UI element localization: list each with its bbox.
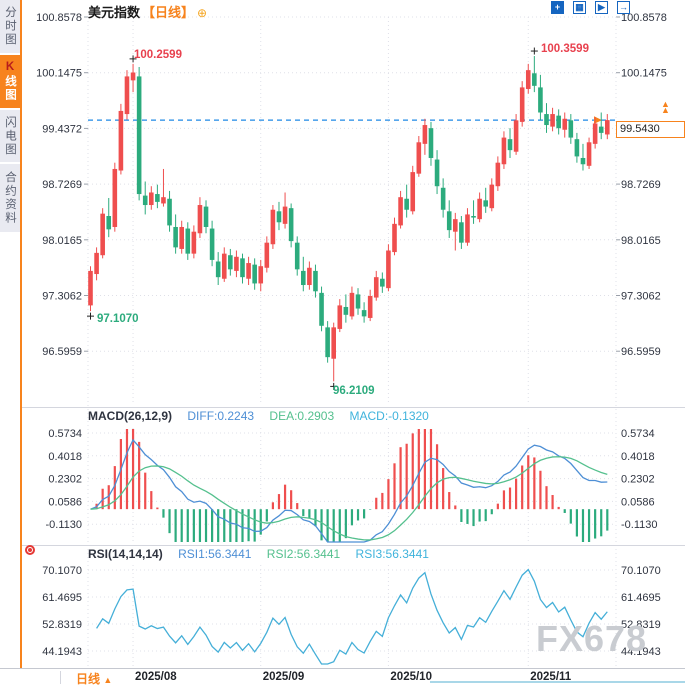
macd-macd-value: MACD:-0.1320 — [349, 409, 429, 423]
svg-text:97.3062: 97.3062 — [621, 291, 661, 303]
draw-icon[interactable]: ▶ — [595, 1, 608, 14]
popout-icon[interactable]: → — [617, 1, 630, 14]
svg-text:0.5734: 0.5734 — [48, 428, 82, 440]
svg-text:98.0165: 98.0165 — [42, 235, 82, 247]
macd-name: MACD(26,12,9) — [88, 409, 173, 423]
svg-text:70.1070: 70.1070 — [621, 565, 661, 577]
svg-text:100.1475: 100.1475 — [621, 68, 667, 80]
divider — [60, 671, 61, 684]
timeframe-label: 【日线】 — [142, 5, 195, 20]
watermark: FX678 — [536, 618, 648, 659]
svg-text:100.1475: 100.1475 — [36, 68, 82, 80]
rsi3-value: RSI3:56.3441 — [355, 547, 429, 561]
sidebar-item-label: K线图 — [4, 60, 16, 102]
svg-text:0.2302: 0.2302 — [621, 474, 655, 486]
svg-text:0.2302: 0.2302 — [48, 474, 82, 486]
macd-dea-value: DEA:0.2903 — [269, 409, 335, 423]
x-axis-label: 2025/09 — [262, 671, 305, 683]
sidebar-item-label: 合约资料 — [4, 171, 16, 225]
x-axis-label: 2025/08 — [135, 671, 177, 683]
timeframe-selector[interactable]: 日线 ▲ — [76, 672, 113, 685]
svg-text:-0.1130: -0.1130 — [621, 519, 658, 531]
x-axis-label: 2025/11 — [530, 671, 572, 683]
rsi-name: RSI(14,14,14) — [88, 547, 163, 561]
panel-divider — [22, 407, 685, 408]
sidebar-item-contract-info[interactable]: 合约资料 — [0, 164, 20, 232]
add-indicator-icon[interactable]: ⊕ — [197, 6, 208, 20]
macd-header: MACD(26,12,9) DIFF:0.2243 DEA:0.2903 MAC… — [88, 409, 429, 423]
svg-text:99.4372: 99.4372 — [42, 123, 82, 135]
sidebar-item-label: 分时图 — [4, 6, 16, 47]
instrument-title: 美元指数 — [88, 5, 141, 20]
rsi1-value: RSI1:56.3441 — [178, 547, 252, 561]
svg-text:44.1943: 44.1943 — [621, 646, 661, 658]
sidebar-item-flash-chart[interactable]: 闪电图 — [0, 109, 20, 162]
svg-text:100.8578: 100.8578 — [36, 12, 82, 24]
price-up-arrow-icon: ▲ ▲ — [661, 99, 670, 115]
chevron-up-icon: ▲ — [103, 675, 113, 685]
chart-toolbar: + ▦ ▶ → — [551, 1, 630, 14]
sidebar-item-label: 闪电图 — [4, 115, 16, 157]
low-annotation: 96.2109 — [333, 385, 375, 397]
svg-text:96.5959: 96.5959 — [621, 346, 661, 358]
sidebar-item-candle-chart[interactable]: K线图 — [0, 54, 20, 108]
x-axis-label: 2025/10 — [390, 671, 432, 683]
svg-text:61.4695: 61.4695 — [621, 592, 661, 604]
svg-text:0.0586: 0.0586 — [621, 496, 655, 508]
high-annotation: 100.3599 — [541, 43, 589, 55]
indicator-settings-icon[interactable] — [25, 545, 35, 555]
svg-text:0.4018: 0.4018 — [48, 451, 82, 463]
current-price-badge: 99.5430 — [616, 121, 685, 138]
scrollbar-thumb[interactable] — [430, 681, 685, 683]
svg-text:0.4018: 0.4018 — [621, 451, 655, 463]
svg-text:100.8578: 100.8578 — [621, 12, 667, 24]
crosshair-icon[interactable]: + — [551, 1, 564, 14]
svg-text:97.3062: 97.3062 — [42, 291, 82, 303]
svg-text:98.7269: 98.7269 — [42, 179, 82, 191]
chart-title-bar: 美元指数 【日线】 ⊕ — [88, 2, 207, 21]
svg-text:0.0586: 0.0586 — [48, 496, 82, 508]
svg-text:0.5734: 0.5734 — [621, 428, 655, 440]
svg-text:52.8319: 52.8319 — [42, 619, 82, 631]
macd-diff-value: DIFF:0.2243 — [187, 409, 255, 423]
svg-text:44.1943: 44.1943 — [42, 646, 82, 658]
rsi-header: RSI(14,14,14) RSI1:56.3441 RSI2:56.3441 … — [88, 547, 429, 561]
sidebar: 分时图 K线图 闪电图 合约资料 — [0, 0, 22, 668]
low-annotation: 97.1070 — [97, 313, 139, 325]
svg-text:98.7269: 98.7269 — [621, 179, 661, 191]
svg-text:52.8319: 52.8319 — [621, 619, 661, 631]
sidebar-item-time-chart[interactable]: 分时图 — [0, 0, 20, 53]
high-annotation: 100.2599 — [134, 49, 182, 61]
svg-text:70.1070: 70.1070 — [42, 565, 82, 577]
svg-text:96.5959: 96.5959 — [42, 346, 82, 358]
svg-text:98.0165: 98.0165 — [621, 235, 661, 247]
measure-icon[interactable]: ▦ — [573, 1, 586, 14]
time-axis-bar: 日线 ▲ 2025/08 2025/09 2025/10 2025/11 — [0, 668, 685, 685]
rsi2-value: RSI2:56.3441 — [266, 547, 341, 561]
panel-divider — [22, 545, 685, 546]
svg-text:61.4695: 61.4695 — [42, 592, 82, 604]
svg-text:-0.1130: -0.1130 — [46, 519, 83, 531]
